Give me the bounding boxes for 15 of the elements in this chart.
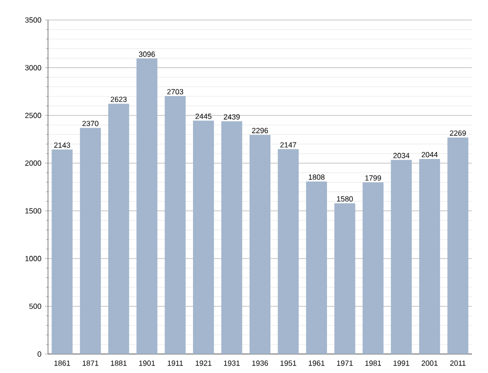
bar [362,182,384,354]
bar [193,120,214,354]
bar [334,203,356,354]
bar [221,121,242,354]
bar [419,158,440,354]
bar [164,96,186,354]
bar [250,134,270,354]
bar [278,149,299,354]
bar [108,104,130,354]
bar [52,149,73,354]
bar [447,137,468,354]
bar [390,160,412,354]
bar [80,128,101,354]
bar [136,58,158,354]
bar [306,181,327,354]
